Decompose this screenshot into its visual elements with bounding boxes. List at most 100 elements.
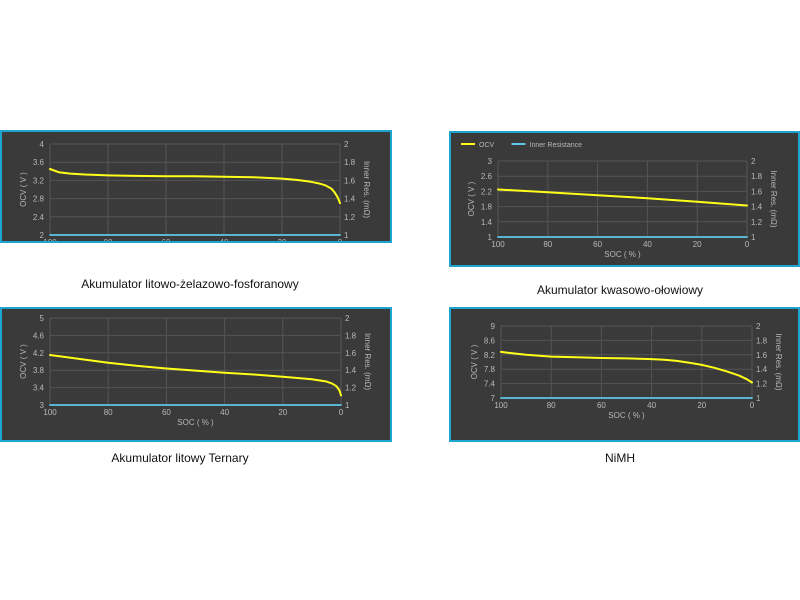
x-axis-label: SOC ( % )	[604, 250, 641, 259]
y-tick-label: 4.2	[33, 349, 45, 358]
y2-axis-label: Inner Res. (mΩ)	[363, 333, 372, 390]
caption-lead-acid: Akumulator kwasowo-ołowiowy	[536, 283, 704, 297]
ocv-series-line	[497, 188, 748, 207]
x-tick-label: 60	[593, 240, 602, 249]
y-tick-label: 3.6	[33, 158, 45, 167]
chart-panel-lead-acid: 100 80 60 40 20 0 1 1.4 1.8 2.2 2.6 3 1 1.2 1.4 1.6 1.8 2…	[449, 131, 800, 267]
y-axis-label: OCV ( V )	[19, 344, 28, 379]
y2-tick-label: 2	[751, 157, 756, 166]
y-tick-label: 1.4	[481, 218, 493, 227]
chart-lead-acid: 100 80 60 40 20 011.41.82.22.6311.21.41.61.82…	[461, 142, 778, 259]
y2-tick-label: 1.6	[756, 351, 768, 360]
ocv-series-line	[49, 354, 342, 397]
y2-axis-label: Inner Res. (mΩ)	[362, 161, 371, 218]
y-tick-label: 7	[491, 394, 496, 403]
ocv-series-line	[500, 350, 753, 384]
x-tick-label: 20	[693, 240, 702, 249]
y-tick-label: 3.4	[33, 384, 45, 393]
y2-tick-label: 1.8	[344, 158, 356, 167]
x-tick-label: 100	[43, 238, 57, 241]
legend-entry-label: OCV	[479, 142, 495, 149]
y2-tick-label: 1.6	[751, 187, 763, 196]
chart-panel-ternary: 100 80 60 40 20 0 3 3.4 3.8 4.2 4.6 5 1 1.2 1.4 1.6 1.8 2…	[0, 307, 392, 442]
y2-tick-label: 1.2	[345, 384, 357, 393]
x-tick-label: 100	[491, 240, 505, 249]
y-tick-label: 3.2	[33, 176, 45, 185]
x-tick-label: 100	[494, 401, 508, 410]
y2-axis-label: Inner Res. (mΩ)	[769, 170, 778, 227]
y-tick-label: 9	[491, 322, 496, 331]
y-tick-label: 1.8	[481, 203, 493, 212]
x-tick-label: 80	[104, 408, 113, 417]
y-tick-label: 7.8	[484, 365, 496, 374]
y-tick-label: 3	[488, 157, 493, 166]
y2-tick-label: 1.8	[345, 331, 357, 340]
x-tick-label: 20	[278, 408, 287, 417]
caption-ternary: Akumulator litowy Ternary	[111, 451, 249, 465]
y2-tick-label: 1.4	[751, 203, 763, 212]
x-tick-label: 80	[547, 401, 556, 410]
x-tick-label: 60	[162, 238, 171, 241]
y2-tick-label: 1.4	[345, 366, 357, 375]
y2-tick-label: 1.4	[756, 365, 768, 374]
x-tick-label: 0	[338, 238, 343, 241]
y2-tick-label: 1.2	[344, 213, 356, 222]
x-tick-label: 20	[278, 238, 287, 241]
y2-tick-label: 1.6	[345, 349, 357, 358]
y2-tick-label: 2	[756, 322, 761, 331]
y2-tick-label: 1.2	[751, 218, 763, 227]
y-tick-label: 2.2	[481, 187, 493, 196]
x-axis-label: SOC ( % )	[608, 411, 645, 420]
y-tick-label: 5	[40, 314, 45, 323]
y-tick-label: 2.6	[481, 172, 493, 181]
y2-axis-label: Inner Res. (mΩ)	[774, 333, 783, 390]
x-tick-label: 40	[643, 240, 652, 249]
ocv-series-line	[49, 168, 341, 205]
x-tick-label: 60	[597, 401, 606, 410]
caption-nimh: NiMH	[605, 451, 635, 465]
y-tick-label: 2	[40, 231, 45, 240]
y-tick-label: 2.8	[33, 195, 45, 204]
x-tick-label: 0	[339, 408, 344, 417]
chart-nimh: 100 80 60 40 20 0 7 7.4 7.8 8.2 8.6 9 1 1.2 1.4 1.6 1.8 2…	[470, 322, 783, 420]
y2-tick-label: 1.6	[344, 176, 356, 185]
y2-tick-label: 1	[344, 231, 349, 240]
y2-tick-label: 1.2	[756, 380, 768, 389]
x-tick-label: 40	[220, 238, 229, 241]
x-tick-label: 60	[162, 408, 171, 417]
y-tick-label: 4	[40, 140, 45, 149]
y-tick-label: 4.6	[33, 331, 45, 340]
x-tick-label: 80	[543, 240, 552, 249]
y-tick-label: 7.4	[484, 380, 496, 389]
x-tick-label: 40	[220, 408, 229, 417]
chart-lifepo4: 100 80 60 40 20 0 2 2.4 2.8 3.2 3.6 4 1 1.2 1.4 1.6 1.8 2…	[19, 140, 371, 241]
y-tick-label: 3.8	[33, 366, 45, 375]
y-tick-label: 8.6	[484, 336, 496, 345]
x-tick-label: 80	[104, 238, 113, 241]
x-axis-label: SOC ( % )	[177, 418, 214, 427]
chart-panel-nimh: 100 80 60 40 20 0 7 7.4 7.8 8.2 8.6 9 1 1.2 1.4 1.6 1.8 2…	[449, 307, 800, 442]
x-tick-label: 100	[43, 408, 57, 417]
y2-tick-label: 1	[345, 401, 350, 410]
x-tick-label: 0	[750, 401, 755, 410]
legend-entry-label: Inner Resistance	[530, 142, 583, 149]
y-tick-label: 2.4	[33, 213, 45, 222]
y2-tick-label: 1	[751, 233, 756, 242]
y-axis-label: OCV ( V )	[467, 181, 476, 216]
y2-tick-label: 1.4	[344, 195, 356, 204]
y2-tick-label: 1.8	[751, 172, 763, 181]
y2-tick-label: 2	[345, 314, 350, 323]
y2-tick-label: 2	[344, 140, 349, 149]
y2-tick-label: 1	[756, 394, 761, 403]
chart-ternary: 100 80 60 40 20 0 3 3.4 3.8 4.2 4.6 5 1 1.2 1.4 1.6 1.8 2…	[19, 314, 372, 427]
x-tick-label: 20	[697, 401, 706, 410]
y-axis-label: OCV ( V )	[19, 172, 28, 207]
x-tick-label: 0	[745, 240, 750, 249]
y2-tick-label: 1.8	[756, 336, 768, 345]
y-axis-label: OCV ( V )	[470, 344, 479, 379]
x-tick-label: 40	[647, 401, 656, 410]
y-tick-label: 8.2	[484, 351, 496, 360]
y-tick-label: 1	[488, 233, 493, 242]
caption-lifepo4: Akumulator litowo-żelazowo-fosforanowy	[81, 277, 299, 291]
chart-panel-lifepo4: 100 80 60 40 20 0 2 2.4 2.8 3.2 3.6 4 1 1.2 1.4 1.6 1.8 2…	[0, 130, 392, 243]
